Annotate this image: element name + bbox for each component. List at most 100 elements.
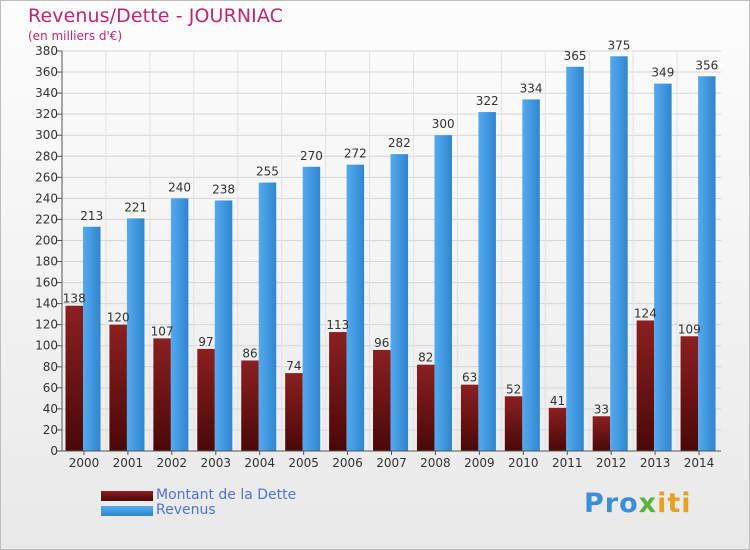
- bar-dette: [680, 336, 699, 451]
- data-label-revenus: 238: [212, 182, 235, 196]
- bar-revenus: [170, 198, 189, 451]
- data-label-dette: 107: [151, 324, 174, 338]
- data-label-revenus: 349: [651, 66, 674, 80]
- data-label-dette: 82: [418, 351, 433, 365]
- data-label-revenus: 356: [695, 58, 718, 72]
- y-tick-label: 280: [35, 149, 58, 163]
- bar-dette: [241, 360, 259, 451]
- bar-dette: [285, 373, 303, 451]
- data-label-dette: 86: [242, 346, 257, 360]
- x-tick-label: 2014: [684, 456, 715, 470]
- bar-revenus: [698, 76, 716, 452]
- data-label-dette: 124: [634, 306, 657, 320]
- y-tick-label: 360: [35, 65, 58, 79]
- bar-dette: [460, 384, 479, 451]
- data-label-revenus: 300: [432, 117, 455, 131]
- y-tick-label: 40: [43, 402, 58, 416]
- y-tick-label: 120: [35, 318, 58, 332]
- chart-subtitle: (en milliers d'€): [28, 29, 123, 43]
- data-label-revenus: 272: [344, 147, 367, 161]
- data-labels: 138 213 120 221 107 240 97 238 86 255 74 270 113 272 9…: [63, 38, 718, 416]
- axes: 0 20 40 60 80 100 120 140 160 180 200 220 240 260 280 3…: [35, 44, 721, 470]
- data-label-dette: 113: [326, 318, 349, 332]
- x-tick-label: 2005: [288, 456, 319, 470]
- data-label-revenus: 240: [168, 180, 191, 194]
- data-label-dette: 97: [198, 335, 213, 349]
- bar-revenus: [566, 66, 584, 451]
- y-tick-label: 80: [43, 360, 58, 374]
- bar-dette: [416, 364, 435, 451]
- x-tick-label: 2011: [552, 456, 583, 470]
- bar-dette: [153, 338, 171, 451]
- y-tick-label: 240: [35, 191, 58, 205]
- data-label-dette: 138: [63, 292, 86, 306]
- bar-dette: [592, 416, 611, 451]
- data-label-dette: 33: [594, 402, 609, 416]
- bar-dette: [197, 348, 215, 451]
- legend-label-dette: Montant de la Dette: [156, 487, 297, 503]
- data-label-dette: 120: [107, 311, 130, 325]
- x-tick-label: 2000: [69, 456, 100, 470]
- data-label-revenus: 365: [564, 49, 587, 63]
- y-tick-label: 220: [35, 212, 58, 226]
- data-label-dette: 52: [506, 382, 521, 396]
- y-tick-label: 260: [35, 170, 58, 184]
- legend-label-revenus: Revenus: [156, 502, 216, 518]
- data-label-revenus: 213: [80, 209, 103, 223]
- x-tick-label: 2009: [464, 456, 495, 470]
- data-label-dette: 63: [462, 371, 477, 385]
- bar-revenus: [258, 182, 277, 451]
- x-tick-label: 2007: [376, 456, 407, 470]
- legend-swatch-revenus: [101, 506, 153, 516]
- bar-revenus: [390, 154, 409, 451]
- x-tick-label: 2013: [640, 456, 671, 470]
- data-label-revenus: 221: [124, 200, 147, 214]
- data-label-revenus: 322: [476, 94, 499, 108]
- x-tick-label: 2004: [244, 456, 275, 470]
- bar-revenus: [434, 135, 452, 452]
- y-tick-label: 0: [50, 444, 58, 458]
- data-label-revenus: 334: [520, 81, 543, 95]
- y-tick-label: 380: [35, 44, 58, 58]
- data-label-revenus: 282: [388, 136, 411, 150]
- y-tick-label: 320: [35, 107, 58, 121]
- bar-dette: [65, 305, 83, 451]
- x-tick-label: 2010: [508, 456, 539, 470]
- x-tick-label: 2008: [420, 456, 451, 470]
- bar-revenus: [83, 226, 101, 451]
- bar-revenus: [302, 166, 321, 451]
- bar-revenus: [522, 99, 540, 451]
- bar-dette: [109, 324, 127, 451]
- legend-swatch-dette: [101, 491, 153, 501]
- bar-revenus: [214, 200, 233, 451]
- data-label-revenus: 255: [256, 165, 279, 179]
- y-tick-label: 140: [35, 297, 58, 311]
- x-tick-label: 2012: [596, 456, 627, 470]
- bar-dette: [548, 407, 567, 451]
- y-tick-label: 60: [43, 381, 58, 395]
- bar-dette: [504, 396, 523, 451]
- bar-revenus: [126, 218, 145, 451]
- data-label-dette: 74: [286, 359, 301, 373]
- y-tick-label: 100: [35, 339, 58, 353]
- y-tick-label: 340: [35, 86, 58, 100]
- data-label-revenus: 270: [300, 149, 323, 163]
- y-tick-label: 160: [35, 276, 58, 290]
- x-tick-label: 2002: [157, 456, 188, 470]
- bars: [65, 56, 716, 452]
- bar-dette: [373, 349, 391, 451]
- x-tick-label: 2003: [200, 456, 231, 470]
- x-tick-label: 2006: [332, 456, 363, 470]
- data-label-dette: 41: [550, 394, 565, 408]
- data-label-dette: 109: [678, 322, 701, 336]
- x-tick-label: 2001: [113, 456, 144, 470]
- bar-dette: [636, 320, 655, 451]
- y-tick-label: 20: [43, 423, 58, 437]
- bar-revenus: [610, 56, 628, 452]
- data-label-dette: 96: [374, 336, 389, 350]
- proxiti-logo: Proxiti: [584, 488, 692, 519]
- bar-dette: [329, 332, 347, 451]
- y-tick-label: 300: [35, 128, 58, 142]
